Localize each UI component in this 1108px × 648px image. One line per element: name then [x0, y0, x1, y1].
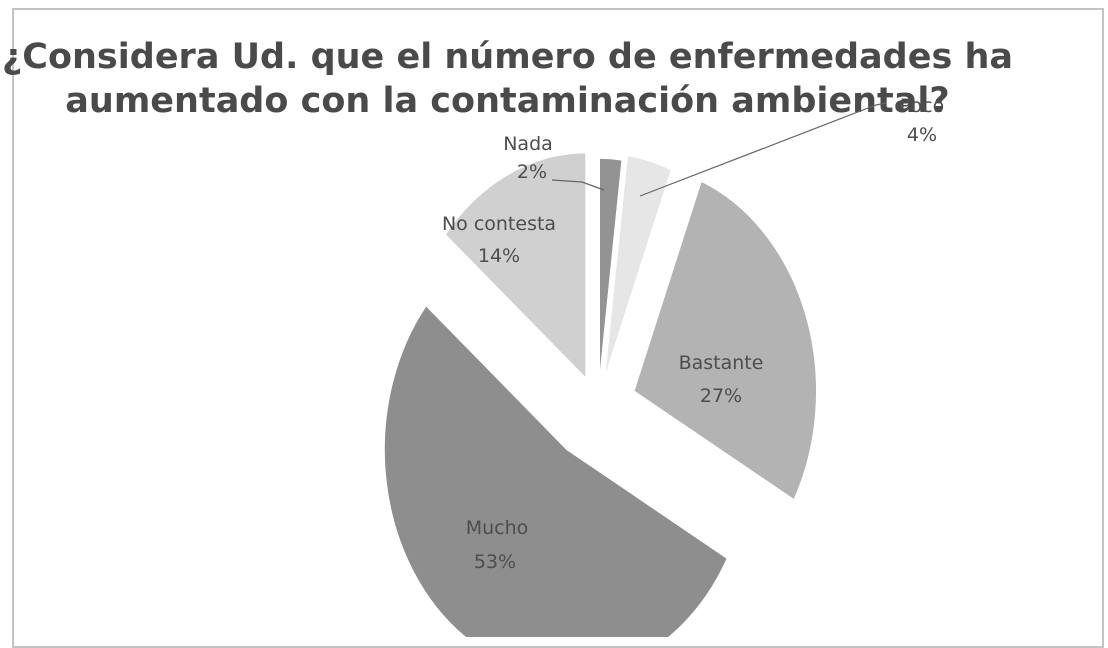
slice-label-nada: Nada [503, 133, 553, 155]
slice-value-poco: 4% [907, 124, 937, 146]
slice-label-mucho: Mucho [466, 517, 529, 539]
slice-value-mucho: 53% [474, 551, 516, 573]
pie-slice-nada [598, 157, 624, 385]
chart-title-line-2: aumentado con la contaminación ambiental… [65, 81, 950, 121]
slice-label-bastante: Bastante [679, 352, 764, 374]
leader-line-poco [639, 102, 887, 197]
slice-label-no-contesta: No contesta [442, 213, 556, 235]
pie-slice-mucho [383, 304, 729, 637]
slice-value-no-contesta: 14% [478, 245, 520, 267]
leader-line-nada [551, 179, 605, 191]
pie-slice-no-contesta [444, 151, 587, 381]
slice-value-bastante: 27% [700, 385, 742, 407]
slice-label-poco: Poco [900, 95, 944, 117]
pie-slice-poco [603, 154, 673, 381]
slice-value-nada: 2% [517, 161, 547, 183]
chart-title-line-1: ¿Considera Ud. que el número de enfermed… [1, 37, 1014, 77]
pie-slice-bastante [632, 179, 818, 502]
